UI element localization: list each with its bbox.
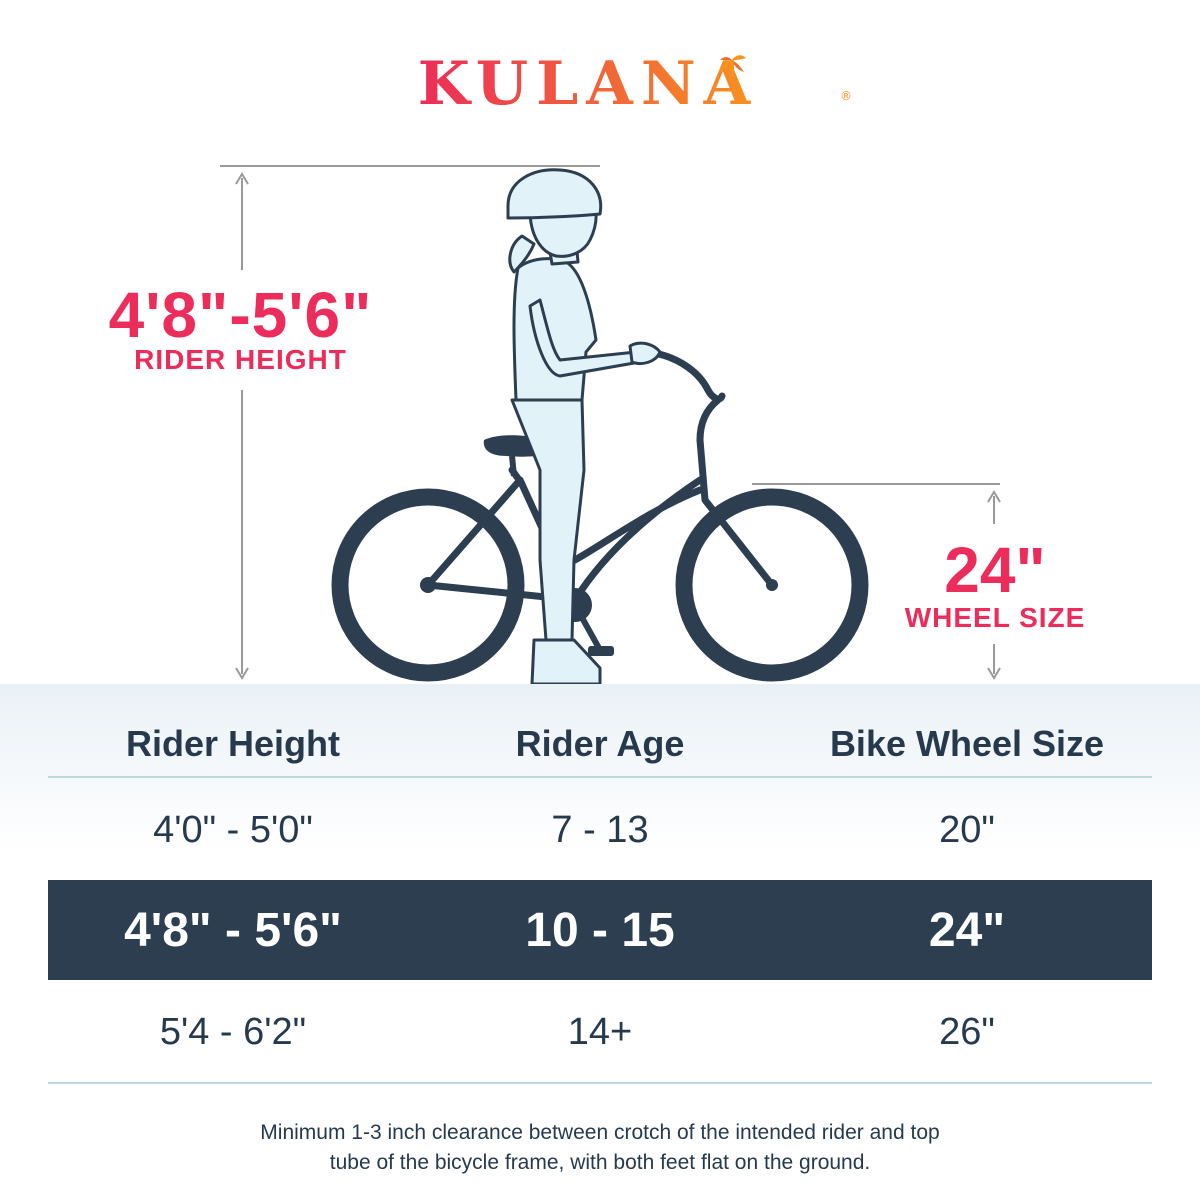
cell-age: 10 - 15 (525, 903, 675, 957)
cell-height: 4'8" - 5'6" (124, 903, 342, 957)
note-line-2: tube of the bicycle frame, with both fee… (329, 1151, 871, 1174)
header-wheel-size: Bike Wheel Size (829, 723, 1105, 764)
rider-height-value: 4'8"-5'6" (108, 279, 373, 351)
wheel-size-label: WHEEL SIZE (904, 602, 1086, 633)
clearance-note: Minimum 1-3 inch clearance between crotc… (200, 1118, 1000, 1178)
front-wheel (675, 488, 869, 682)
cell-age: 14+ (567, 1010, 633, 1053)
header-rider-height: Rider Height (125, 723, 340, 764)
rider-height-measure (220, 165, 600, 680)
header-rider-age: Rider Age (515, 723, 685, 764)
rider-bike-illustration (220, 165, 1001, 686)
wheel-size-value: 24" (944, 534, 1046, 606)
rear-wheel (331, 488, 525, 682)
table-row-highlighted: 4'8" - 5'6" 10 - 15 24" (48, 880, 1152, 980)
cell-wheel: 26" (939, 1010, 995, 1053)
cell-wheel: 20" (939, 808, 995, 851)
cell-age: 7 - 13 (551, 808, 649, 851)
cell-wheel: 24" (928, 903, 1006, 957)
table-row: 4'0" - 5'0" 7 - 13 20" (48, 780, 1152, 880)
table-row: 5'4 - 6'2" 14+ 26" (48, 982, 1152, 1082)
trademark-symbol: ® (840, 89, 852, 103)
palm-icon (718, 55, 746, 76)
rider-height-label: RIDER HEIGHT (134, 344, 347, 375)
brand-name: KULANA (418, 49, 758, 118)
header-divider (48, 776, 1152, 778)
cell-height: 5'4 - 6'2" (159, 1010, 307, 1053)
cell-height: 4'0" - 5'0" (153, 808, 313, 851)
table-bottom-divider (48, 1082, 1152, 1084)
note-line-1: Minimum 1-3 inch clearance between crotc… (260, 1121, 940, 1144)
rider-figure (506, 168, 662, 686)
bike-frame (424, 348, 776, 604)
table-header-row: Rider Height Rider Age Bike Wheel Size (48, 712, 1152, 776)
brand-logo: KULANA ® (0, 48, 1200, 118)
wheel-size-measure (752, 483, 1001, 680)
